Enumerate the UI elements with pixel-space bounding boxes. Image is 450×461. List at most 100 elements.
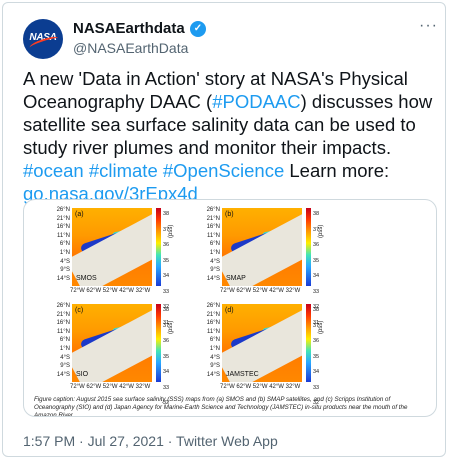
longitude-labels: 72°W 62°W 52°W 42°W 32°W bbox=[70, 384, 151, 390]
user-handle[interactable]: @NASAEarthData bbox=[73, 40, 189, 56]
colorbar-tick: 37 bbox=[313, 226, 320, 233]
longitude-labels: 72°W 62°W 52°W 42°W 32°W bbox=[220, 384, 301, 390]
colorbar bbox=[156, 208, 161, 286]
latitude-label: 4°S bbox=[210, 354, 220, 361]
panel-product-label: SMAP bbox=[226, 275, 246, 282]
latitude-label: 9°S bbox=[210, 267, 220, 274]
longitude-labels: 72°W 62°W 52°W 42°W 32°W bbox=[70, 288, 151, 294]
colorbar-tick: 38 bbox=[163, 211, 170, 217]
longitude-labels: 72°W 62°W 52°W 42°W 32°W bbox=[220, 288, 301, 294]
colorbar-tick: 35 bbox=[313, 353, 320, 360]
latitude-label: 16°N bbox=[206, 320, 220, 327]
colorbar-unit: (pss) bbox=[168, 320, 174, 334]
latitude-label: 6°N bbox=[209, 241, 220, 248]
tweet-text-segment: A new 'Data in Action' story at NASA's P… bbox=[23, 68, 408, 112]
latitude-label: 21°N bbox=[206, 215, 220, 222]
colorbar-tick: 35 bbox=[163, 257, 170, 264]
colorbar-tick: 34 bbox=[313, 369, 320, 375]
colorbar-tick: 34 bbox=[163, 273, 170, 279]
colorbar-tick: 35 bbox=[163, 353, 170, 360]
panel-letter: (b) bbox=[225, 211, 234, 218]
nasa-logo-text: NASA bbox=[29, 32, 57, 43]
tweet-timestamp[interactable]: 1:57 PM · Jul 27, 2021 · Twitter Web App bbox=[23, 433, 278, 449]
colorbar-tick: 35 bbox=[313, 257, 320, 264]
avatar[interactable]: NASA bbox=[23, 19, 63, 59]
colorbar-tick: 33 bbox=[163, 384, 170, 391]
colorbar-tick: 31 bbox=[163, 412, 169, 417]
colorbar-tick: 33 bbox=[313, 384, 320, 391]
figure-caption: Figure caption: August 2015 sea surface … bbox=[34, 396, 408, 417]
latitude-labels: 26°N 21°N 16°N 11°N 6°N 1°N 4°S 9°S 14°S bbox=[38, 302, 70, 379]
colorbar-tick: 32 bbox=[313, 400, 320, 406]
salinity-map: (c) SIO bbox=[72, 304, 152, 382]
colorbar-ticks: 38 37 36 35 34 33 32 31 bbox=[313, 303, 320, 417]
colorbar-tick: 32 bbox=[163, 304, 170, 310]
figure-panel: 26°N 21°N 16°N 11°N 6°N 1°N 4°S 9°S 14°S (c) SIO 72… bbox=[34, 300, 184, 416]
latitude-label: 14°S bbox=[206, 275, 220, 282]
colorbar-tick: 31 bbox=[163, 319, 170, 326]
colorbar-tick: 32 bbox=[313, 304, 320, 310]
latitude-label: 26°N bbox=[56, 207, 70, 213]
latitude-label: 14°S bbox=[56, 275, 70, 282]
latitude-label: 9°S bbox=[210, 363, 220, 370]
latitude-label: 9°S bbox=[60, 363, 70, 370]
colorbar-tick: 38 bbox=[313, 307, 320, 313]
latitude-label: 21°N bbox=[56, 311, 70, 318]
latitude-label: 26°N bbox=[206, 303, 220, 309]
tweet-link[interactable]: #ocean bbox=[23, 160, 84, 181]
colorbar-tick: 31 bbox=[313, 319, 320, 326]
colorbar-tick: 36 bbox=[313, 338, 320, 344]
panel-product-label: JAMSTEC bbox=[226, 371, 259, 378]
colorbar-tick: 36 bbox=[163, 338, 170, 344]
colorbar-tick: 36 bbox=[313, 242, 320, 248]
tweet-link[interactable]: #climate bbox=[88, 160, 158, 181]
figure-panel: 26°N 21°N 16°N 11°N 6°N 1°N 4°S 9°S 14°S (b) SMAP 7… bbox=[184, 204, 334, 326]
colorbar-tick: 38 bbox=[313, 211, 320, 217]
latitude-label: 21°N bbox=[206, 311, 220, 318]
colorbar-tick: 32 bbox=[163, 400, 170, 406]
colorbar-tick: 31 bbox=[313, 412, 319, 417]
colorbar bbox=[156, 304, 161, 382]
colorbar bbox=[306, 208, 311, 286]
colorbar-tick: 36 bbox=[163, 242, 170, 248]
latitude-label: 4°S bbox=[210, 258, 220, 265]
tweet-link[interactable]: #OpenScience bbox=[162, 160, 285, 181]
latitude-label: 21°N bbox=[56, 215, 70, 222]
latitude-label: 14°S bbox=[206, 371, 220, 378]
latitude-label: 11°N bbox=[57, 232, 70, 239]
panel-letter: (a) bbox=[75, 211, 84, 218]
panel-product-label: SMOS bbox=[76, 275, 97, 282]
tweet-link[interactable]: #PODAAC bbox=[212, 91, 301, 112]
colorbar-unit: (pss) bbox=[168, 224, 174, 238]
colorbar-tick: 33 bbox=[163, 288, 170, 295]
tweet-media-image[interactable]: 26°N 21°N 16°N 11°N 6°N 1°N 4°S 9°S 14°S (a) SMOS 7… bbox=[23, 199, 437, 417]
salinity-map: (a) SMOS bbox=[72, 208, 152, 286]
colorbar-tick: 34 bbox=[313, 273, 320, 279]
latitude-label: 1°N bbox=[59, 345, 70, 352]
latitude-label: 16°N bbox=[56, 224, 70, 231]
colorbar-unit: (pss) bbox=[318, 320, 324, 334]
latitude-label: 1°N bbox=[209, 249, 220, 256]
tweet-link[interactable]: go.nasa.gov/3rEpx4d bbox=[23, 183, 198, 204]
latitude-label: 16°N bbox=[56, 320, 70, 327]
colorbar-ticks: 38 37 36 35 34 33 32 31 bbox=[163, 207, 169, 331]
latitude-label: 1°N bbox=[209, 345, 220, 352]
latitude-label: 1°N bbox=[59, 249, 70, 256]
latitude-label: 6°N bbox=[59, 241, 70, 248]
latitude-label: 11°N bbox=[207, 232, 220, 239]
display-name[interactable]: NASAEarthdata bbox=[73, 20, 185, 37]
salinity-map: (b) SMAP bbox=[222, 208, 302, 286]
latitude-label: 4°S bbox=[60, 354, 70, 361]
more-options-icon[interactable]: ··· bbox=[419, 17, 438, 34]
colorbar bbox=[306, 304, 311, 382]
latitude-label: 4°S bbox=[60, 258, 70, 265]
tweet-text-segment: Learn more: bbox=[284, 160, 390, 181]
tweet-card: NASA NASAEarthdata ✓ @NASAEarthData ··· … bbox=[2, 2, 446, 457]
colorbar-tick: 34 bbox=[163, 369, 170, 375]
verified-badge-icon: ✓ bbox=[190, 21, 206, 37]
latitude-label: 11°N bbox=[207, 328, 220, 335]
colorbar-tick: 33 bbox=[313, 288, 320, 295]
panel-letter: (d) bbox=[225, 307, 234, 314]
colorbar-ticks: 38 37 36 35 34 33 32 31 bbox=[163, 303, 170, 417]
colorbar-tick: 37 bbox=[163, 322, 170, 329]
